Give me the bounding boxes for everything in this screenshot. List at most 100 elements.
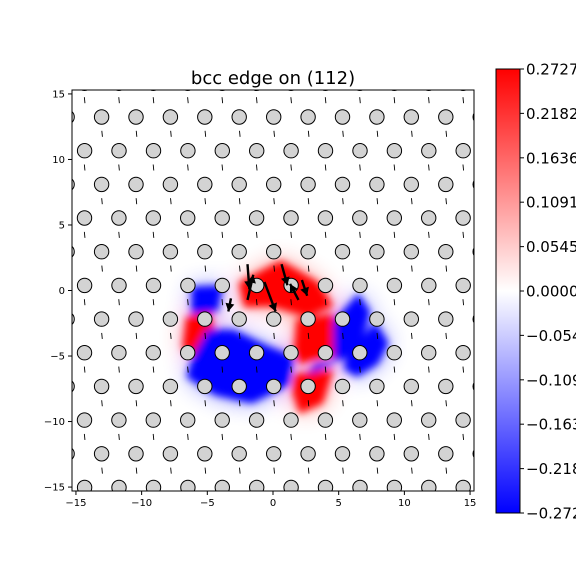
quiver-mark [411, 130, 413, 137]
atom [266, 378, 282, 395]
quiver-mark [152, 164, 155, 171]
quiver-mark [101, 400, 103, 407]
atom [128, 378, 144, 395]
atom [111, 277, 127, 294]
quiver-mark [290, 97, 292, 104]
atom [197, 311, 213, 327]
quiver-mark [118, 231, 120, 238]
quiver-mark [83, 231, 86, 238]
atom [145, 143, 162, 159]
atom [111, 412, 127, 428]
atom [455, 412, 471, 428]
quiver-mark [101, 332, 103, 339]
quiver-mark [50, 97, 51, 103]
quiver-mark [446, 63, 447, 69]
atom [300, 176, 316, 193]
atom [317, 412, 334, 428]
displacement-arrow [289, 283, 300, 301]
atom [249, 143, 265, 159]
field-region-negative-4 [191, 285, 224, 315]
atom [80, 90, 89, 91]
quiver-mark [411, 467, 413, 474]
atom [283, 479, 299, 491]
atom [472, 381, 474, 391]
quiver-mark [307, 400, 310, 407]
atom [145, 210, 162, 226]
quiver-mark [393, 433, 396, 440]
atom [149, 90, 158, 91]
quiver-mark [136, 63, 137, 69]
atom [438, 446, 454, 462]
atom [145, 345, 162, 361]
quiver-mark [101, 130, 103, 137]
atom [145, 479, 162, 491]
atom [369, 244, 385, 260]
x-tick-label: −5 [200, 498, 215, 509]
atom [300, 244, 316, 260]
quiver-mark [462, 433, 465, 440]
y-tick-label: 10 [52, 155, 65, 166]
quiver-mark [67, 63, 68, 69]
atom [231, 446, 247, 462]
quiver-mark [238, 198, 241, 205]
colorbar-tick-label: 0.0545 [526, 238, 576, 256]
atom [162, 311, 179, 327]
y-tick-label: −15 [44, 483, 65, 494]
quiver-mark [480, 468, 481, 474]
atom [472, 314, 474, 324]
colorbar-tick-label: 0.0000 [526, 283, 576, 301]
quiver-mark [67, 266, 68, 272]
atom [26, 379, 40, 393]
quiver-mark [376, 198, 379, 205]
quiver-mark [480, 198, 481, 204]
quiver-mark [359, 231, 361, 238]
colorbar-tick-label: 0.1091 [526, 194, 576, 212]
displacement-arrow [300, 279, 309, 297]
quiver-mark [273, 130, 275, 137]
atom [197, 378, 213, 395]
quiver-mark [462, 366, 465, 373]
atom [76, 210, 93, 226]
quiver-mark [204, 198, 206, 205]
y-tick-label: −10 [44, 417, 65, 428]
atom [455, 345, 471, 361]
x-axis: −15 −10 −5 0 5 10 15 [65, 491, 476, 509]
quiver-mark [290, 164, 292, 171]
displacement-arrow [246, 274, 256, 301]
colorbar-tick-label: −0.1091 [526, 371, 576, 389]
atom [231, 244, 247, 260]
quiver-mark [101, 198, 103, 205]
quiver-mark [255, 97, 258, 104]
quiver-mark [359, 299, 361, 306]
atom [162, 244, 179, 260]
quiver-layer [50, 63, 481, 474]
quiver-mark [204, 332, 206, 339]
quiver-mark [255, 299, 258, 306]
atom [459, 90, 467, 91]
quiver-mark [376, 265, 379, 272]
quiver-mark [221, 433, 224, 440]
atom [317, 277, 334, 294]
atom [76, 412, 93, 428]
atom [386, 412, 402, 428]
atom [386, 277, 403, 294]
quiver-mark [324, 366, 327, 373]
atom [455, 143, 471, 159]
quiver-mark [428, 366, 430, 373]
quiver-mark [170, 265, 172, 272]
quiver-mark [428, 433, 430, 440]
atom [334, 378, 351, 395]
quiver-mark [411, 63, 412, 69]
quiver-mark [342, 130, 344, 137]
quiver-mark [290, 366, 292, 373]
atom [334, 446, 351, 462]
quiver-mark [101, 265, 103, 272]
atom [180, 412, 196, 428]
arrow-head [280, 276, 290, 286]
atom [283, 412, 299, 428]
colorbar-gradient [496, 69, 520, 513]
atom [403, 109, 419, 125]
quiver-mark [255, 433, 258, 440]
atom [248, 345, 265, 361]
quiver-mark [462, 299, 465, 306]
